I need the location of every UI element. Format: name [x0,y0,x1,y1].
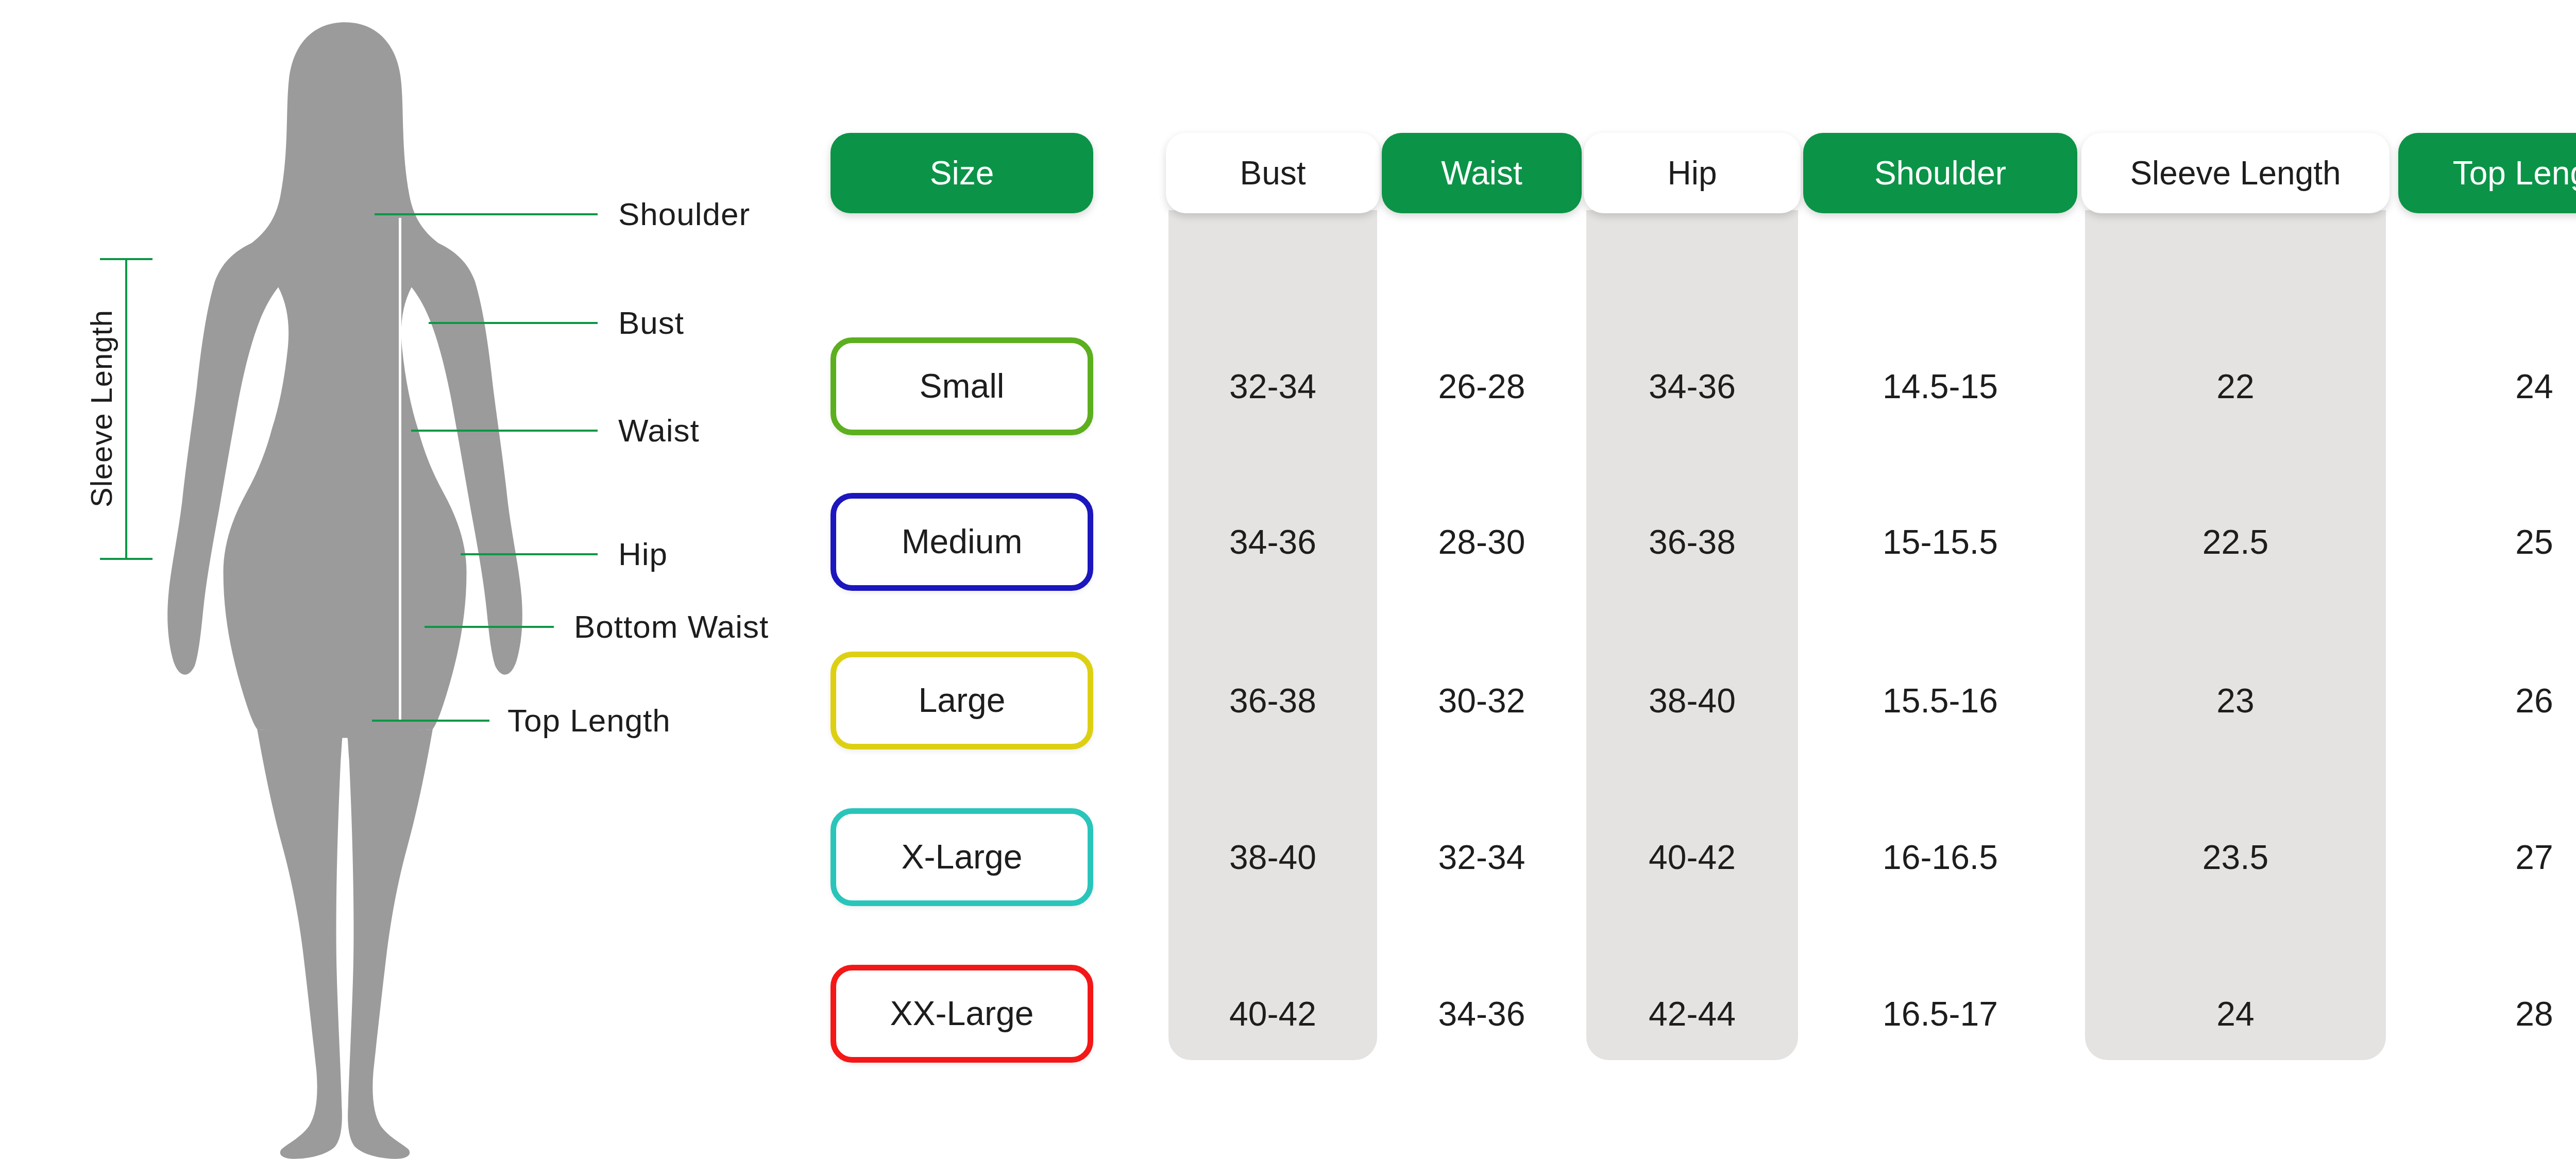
hip-pointer-line [461,553,598,555]
cell-small-sleeve-length: 22 [2081,358,2389,415]
bust-label: Bust [618,300,684,346]
column-header-top-length: Top Length [2398,133,2576,213]
cell-x-large-shoulder: 16-16.5 [1803,829,2077,885]
cell-small-shoulder: 14.5-15 [1803,358,2077,415]
cell-x-large-waist: 32-34 [1382,829,1582,885]
cell-xx-large-hip: 42-44 [1584,985,1801,1042]
cell-medium-waist: 28-30 [1382,514,1582,570]
column-header-hip: Hip [1584,133,1801,213]
cell-xx-large-waist: 34-36 [1382,985,1582,1042]
shoulder-pointer-line [375,213,598,215]
cell-large-shoulder: 15.5-16 [1803,672,2077,729]
cell-xx-large-shoulder: 16.5-17 [1803,985,2077,1042]
cell-large-waist: 30-32 [1382,672,1582,729]
cell-x-large-bust: 38-40 [1166,829,1380,885]
cell-x-large-sleeve-length: 23.5 [2081,829,2389,885]
cell-medium-shoulder: 15-15.5 [1803,514,2077,570]
shoulder-label: Shoulder [618,191,750,237]
cell-medium-hip: 36-38 [1584,514,1801,570]
column-header-size: Size [831,133,1093,213]
waist-label: Waist [618,407,700,454]
waist-pointer-line [411,430,598,432]
cell-medium-bust: 34-36 [1166,514,1380,570]
column-header-shoulder: Shoulder [1803,133,2077,213]
cell-small-bust: 32-34 [1166,358,1380,415]
column-stripe-sleeve-length [2085,210,2386,1060]
cell-xx-large-sleeve-length: 24 [2081,985,2389,1042]
cell-xx-large-top-length: 28 [2398,985,2576,1042]
size-chart-infographic: Shoulder Bust Waist Hip Bottom Waist Top… [0,0,2576,1159]
cell-small-waist: 26-28 [1382,358,1582,415]
cell-medium-sleeve-length: 22.5 [2081,514,2389,570]
column-header-waist: Waist [1382,133,1582,213]
size-badge-medium: Medium [831,493,1093,591]
column-stripe-hip [1586,210,1798,1060]
bottom-waist-pointer-line [425,626,554,628]
size-badge-x-large: X-Large [831,808,1093,906]
cell-large-top-length: 26 [2398,672,2576,729]
size-badge-large: Large [831,652,1093,749]
top-length-guide-line [399,218,401,721]
cell-large-bust: 36-38 [1166,672,1380,729]
cell-x-large-hip: 40-42 [1584,829,1801,885]
cell-large-hip: 38-40 [1584,672,1801,729]
hip-label: Hip [618,531,668,577]
sleeve-bracket-vertical-line [125,259,127,559]
size-badge-small: Small [831,337,1093,435]
column-header-sleeve-length: Sleeve Length [2081,133,2389,213]
bottom-waist-label: Bottom Waist [574,604,769,650]
column-stripe-bust [1168,210,1377,1060]
cell-large-sleeve-length: 23 [2081,672,2389,729]
top-length-pointer-line [372,720,489,722]
female-body-silhouette [133,9,556,1159]
size-badge-xx-large: XX-Large [831,965,1093,1063]
cell-x-large-top-length: 27 [2398,829,2576,885]
cell-small-top-length: 24 [2398,358,2576,415]
sleeve-length-label: Sleeve Length [82,254,121,563]
top-length-label: Top Length [507,697,671,744]
bust-pointer-line [429,322,598,324]
column-header-bust: Bust [1166,133,1380,213]
cell-medium-top-length: 25 [2398,514,2576,570]
cell-xx-large-bust: 40-42 [1166,985,1380,1042]
cell-small-hip: 34-36 [1584,358,1801,415]
